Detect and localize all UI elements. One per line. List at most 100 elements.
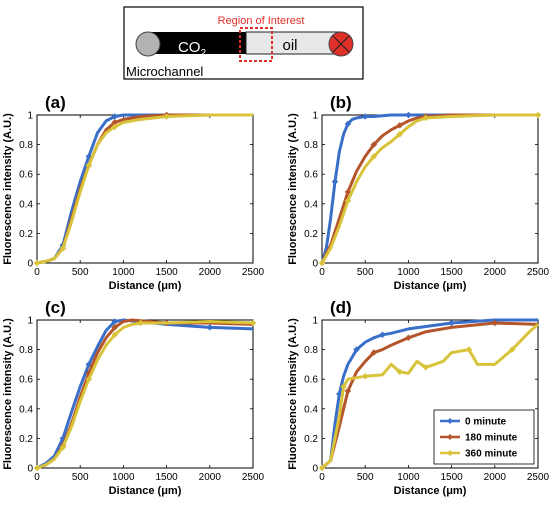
x-tick-label: 0 xyxy=(319,472,325,483)
data-point xyxy=(396,368,404,376)
x-tick-label: 1500 xyxy=(440,267,463,278)
x-tick-label: 2500 xyxy=(242,267,265,278)
data-point xyxy=(111,331,119,339)
legend-label: 0 minute xyxy=(465,417,507,428)
y-tick-label: 0.4 xyxy=(19,404,33,415)
y-tick-label: 0.8 xyxy=(304,140,318,151)
y-tick-label: 0.2 xyxy=(304,434,318,445)
co2-channel xyxy=(148,32,218,54)
data-point xyxy=(344,387,352,395)
data-point xyxy=(163,113,170,120)
x-tick-label: 2000 xyxy=(484,267,507,278)
x-axis-label: Distance (μm) xyxy=(109,485,182,497)
x-axis-label: Distance (μm) xyxy=(109,280,182,292)
y-tick-label: 0.6 xyxy=(304,170,318,181)
x-tick-label: 2500 xyxy=(242,472,265,483)
data-point xyxy=(396,122,404,129)
data-point xyxy=(59,244,67,252)
data-point xyxy=(405,334,412,342)
y-tick-label: 0.8 xyxy=(19,140,33,151)
data-point xyxy=(353,346,360,353)
data-point xyxy=(318,259,326,267)
x-tick-label: 0 xyxy=(319,267,325,278)
oil-label: oil xyxy=(282,37,297,54)
x-tick-label: 1000 xyxy=(112,472,135,483)
panel-label: (c) xyxy=(45,298,66,317)
x-tick-label: 0 xyxy=(34,472,40,483)
y-axis-label: Fluorescence intensity (A.U.) xyxy=(287,318,299,470)
chart-panel-4: 0 500 1000 1500 2000 2500 0 0.2 0.4 0.6 0.8 1 Distan… xyxy=(287,298,550,497)
data-point xyxy=(331,178,339,185)
data-point xyxy=(534,111,542,119)
data-point xyxy=(361,113,369,120)
chart-panel-3: 0 500 1000 1500 2000 2500 0 0.2 0.4 0.6 0.8 1 Distan… xyxy=(2,298,265,497)
x-tick-label: 500 xyxy=(357,267,374,278)
series-line-2 xyxy=(36,113,253,265)
y-tick-label: 0.2 xyxy=(304,229,318,240)
y-axis-label: Fluorescence intensity (A.U.) xyxy=(2,318,14,470)
data-point xyxy=(422,364,430,371)
series-line-2 xyxy=(320,113,538,264)
data-point xyxy=(370,141,378,148)
data-point xyxy=(344,188,352,196)
y-tick-label: 0.8 xyxy=(304,345,318,356)
data-point xyxy=(344,197,352,205)
y-tick-label: 0 xyxy=(312,464,318,475)
data-point xyxy=(396,130,404,138)
series-line-0 xyxy=(321,318,538,470)
x-tick-label: 500 xyxy=(72,267,89,278)
x-tick-label: 1500 xyxy=(155,267,178,278)
x-tick-label: 1500 xyxy=(440,472,463,483)
y-tick-label: 0.4 xyxy=(304,404,318,415)
data-point xyxy=(491,319,499,327)
data-point xyxy=(370,349,378,356)
roi-box xyxy=(239,27,273,62)
data-point xyxy=(405,111,412,119)
data-point xyxy=(249,319,257,327)
schematic: Region of Interest CO2 oil Microchannel xyxy=(123,6,364,80)
y-axis-label: Fluorescence intensity (A.U.) xyxy=(2,113,14,265)
x-tick-label: 2500 xyxy=(527,267,550,278)
plot-frame xyxy=(321,114,539,264)
panel-label: (a) xyxy=(45,93,66,112)
series-line-2 xyxy=(36,320,254,470)
y-tick-label: 0.4 xyxy=(304,199,318,210)
outlet-cross-icon xyxy=(332,35,350,53)
y-tick-label: 0.6 xyxy=(19,170,33,181)
data-point xyxy=(318,464,326,472)
x-tick-label: 500 xyxy=(357,472,374,483)
x-tick-label: 1000 xyxy=(112,267,135,278)
y-tick-label: 1 xyxy=(27,111,33,122)
legend-label: 180 minute xyxy=(465,433,518,444)
co2-label: CO2 xyxy=(178,39,207,59)
x-tick-label: 2500 xyxy=(527,472,550,483)
data-point xyxy=(85,375,93,383)
data-point xyxy=(340,383,347,390)
y-tick-label: 1 xyxy=(27,316,33,327)
y-axis-label: Fluorescence intensity (A.U.) xyxy=(287,113,299,265)
data-point xyxy=(33,464,41,472)
y-tick-label: 0.6 xyxy=(19,375,33,386)
data-point xyxy=(111,123,119,131)
x-tick-label: 2000 xyxy=(199,267,222,278)
y-tick-label: 1 xyxy=(312,111,318,122)
series-line-1 xyxy=(321,321,539,470)
x-tick-label: 1500 xyxy=(155,472,178,483)
y-tick-label: 0.2 xyxy=(19,434,33,445)
data-point xyxy=(111,324,119,331)
inlet-circle xyxy=(135,31,161,57)
y-tick-label: 0.2 xyxy=(19,229,33,240)
data-point xyxy=(33,259,41,267)
x-tick-label: 1000 xyxy=(397,472,420,483)
panel-label: (d) xyxy=(330,298,352,317)
y-tick-label: 0.4 xyxy=(19,199,33,210)
data-point xyxy=(344,120,352,128)
data-point xyxy=(379,331,386,339)
data-point xyxy=(59,443,67,451)
roi-label: Region of Interest xyxy=(218,15,305,27)
y-tick-label: 0.6 xyxy=(304,375,318,386)
data-point xyxy=(85,161,93,169)
data-point xyxy=(370,153,378,160)
legend: 0 minute 180 minute 360 minute xyxy=(433,409,535,465)
